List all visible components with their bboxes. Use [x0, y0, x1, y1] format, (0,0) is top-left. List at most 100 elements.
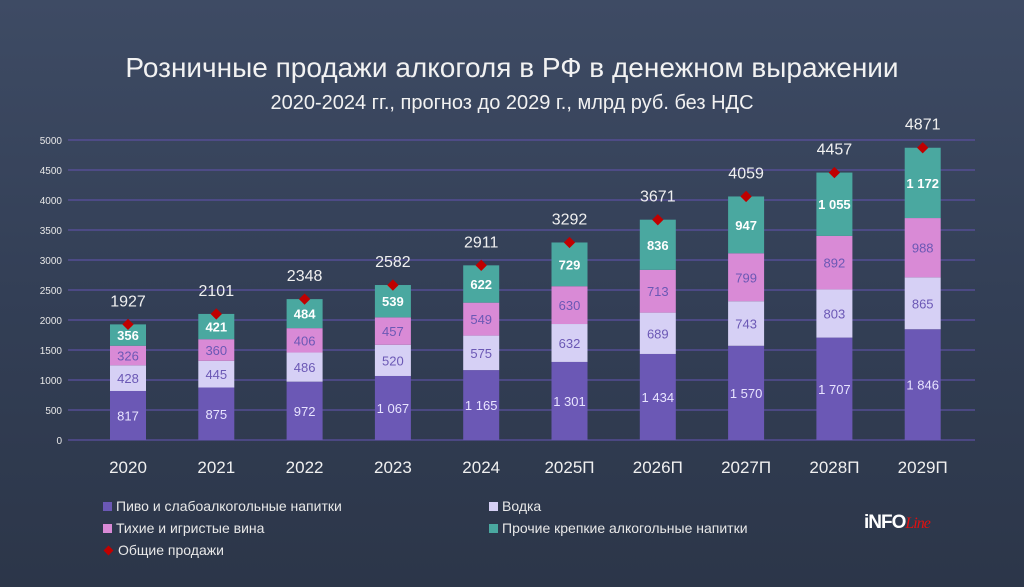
bar-segment: [816, 235, 853, 290]
data-label: 1 172: [906, 176, 939, 191]
data-label: 713: [647, 284, 669, 299]
x-tick-label: 2029П: [898, 458, 948, 477]
x-tick-label: 2027П: [721, 458, 771, 477]
data-label: 549: [470, 312, 492, 327]
bar-segment: [904, 277, 941, 330]
y-tick-label: 2000: [40, 316, 63, 327]
total-label: 2911: [464, 234, 499, 251]
bar-segment: [463, 370, 500, 440]
data-label: 729: [559, 257, 581, 272]
bar-segment: [286, 381, 323, 440]
bar-segment: [463, 302, 500, 336]
diamond-icon: [103, 545, 114, 555]
x-tick-label: 2023: [374, 458, 412, 477]
bar-segment: [110, 365, 146, 391]
y-tick-label: 500: [45, 406, 62, 417]
data-label: 892: [824, 256, 846, 271]
total-label: 3671: [640, 189, 676, 206]
bar-segment: [904, 329, 941, 440]
data-label: 539: [382, 294, 404, 309]
data-label: 743: [735, 317, 757, 332]
y-tick-label: 1500: [40, 346, 63, 357]
bar-segment: [198, 339, 235, 361]
data-label: 972: [294, 404, 316, 419]
logo-main: iNFO: [864, 512, 906, 533]
bar-segment: [551, 286, 588, 325]
bar-segment: [639, 269, 676, 313]
infoline-logo: iNFOLine: [864, 512, 931, 534]
data-label: 484: [294, 307, 316, 322]
total-marker: [917, 142, 929, 154]
x-tick-label: 2024: [462, 458, 500, 477]
data-label: 803: [824, 306, 846, 321]
data-label: 865: [912, 296, 934, 311]
total-marker: [210, 308, 222, 320]
data-label: 836: [647, 238, 669, 253]
total-marker: [652, 214, 664, 226]
bar-segment: [639, 353, 676, 440]
y-tick-label: 4000: [40, 196, 63, 207]
bar-segment: [816, 289, 853, 338]
data-label: 1 846: [906, 378, 939, 393]
data-label: 1 165: [465, 398, 498, 413]
bar-segment: [374, 375, 411, 440]
chart-title: Розничные продажи алкоголя в РФ в денежн…: [125, 52, 899, 83]
legend-swatch: [489, 501, 498, 511]
data-label: 1 570: [730, 386, 763, 401]
x-tick-label: 2022: [286, 458, 324, 477]
total-marker: [475, 259, 487, 271]
legend-label: Тихие и игристые вина: [116, 520, 265, 536]
x-tick-label: 2021: [197, 458, 235, 477]
x-tick-label: 2026П: [633, 458, 683, 477]
bar-segment: [110, 324, 146, 346]
total-label: 4059: [728, 165, 764, 182]
data-label: 326: [117, 349, 139, 364]
legend-item-beer: Пиво и слабоалкогольные напитки: [103, 498, 342, 514]
data-label: 457: [382, 324, 404, 339]
data-label: 1 055: [818, 197, 851, 212]
legend-label: Общие продажи: [118, 542, 224, 558]
total-label: 2101: [199, 283, 235, 300]
data-label: 445: [205, 367, 227, 382]
total-marker: [828, 166, 841, 179]
total-label: 1927: [110, 293, 146, 310]
y-tick-label: 1000: [40, 376, 63, 387]
total-label: 4457: [817, 142, 853, 159]
data-label: 622: [470, 277, 492, 292]
data-label: 428: [117, 371, 139, 386]
legend-label: Водка: [502, 498, 542, 514]
data-label: 520: [382, 353, 404, 368]
bar-segment: [110, 390, 146, 440]
bar-segment: [463, 335, 500, 371]
y-tick-label: 2500: [40, 286, 63, 297]
legend-item-wine: Тихие и игристые вина: [103, 520, 264, 536]
total-label: 2348: [287, 268, 323, 285]
bar-segment: [374, 317, 411, 345]
data-label: 947: [735, 218, 757, 233]
total-marker: [740, 190, 752, 203]
bar-segment: [816, 172, 853, 236]
bar-segment: [286, 352, 323, 382]
y-tick-label: 4500: [40, 166, 63, 177]
data-label: 817: [117, 408, 139, 423]
y-tick-label: 5000: [40, 136, 63, 147]
x-tick-label: 2020: [109, 458, 147, 477]
data-label: 356: [117, 328, 139, 343]
data-label: 360: [205, 343, 227, 358]
bar-segment: [110, 345, 146, 366]
bar-segment: [198, 387, 235, 440]
data-label: 630: [559, 298, 581, 313]
total-label: 2582: [375, 254, 411, 271]
data-label: 406: [294, 333, 316, 348]
legend-item-total: Общие продажи: [103, 542, 224, 558]
data-label: 875: [205, 407, 227, 422]
x-tick-label: 2028П: [809, 458, 859, 477]
data-label: 1 067: [377, 401, 410, 416]
data-label: 1 707: [818, 382, 851, 397]
total-marker: [563, 236, 576, 249]
data-label: 689: [647, 326, 669, 341]
data-label: 421: [205, 320, 227, 335]
bar-segment: [904, 218, 941, 278]
data-label: 1 434: [642, 390, 675, 405]
